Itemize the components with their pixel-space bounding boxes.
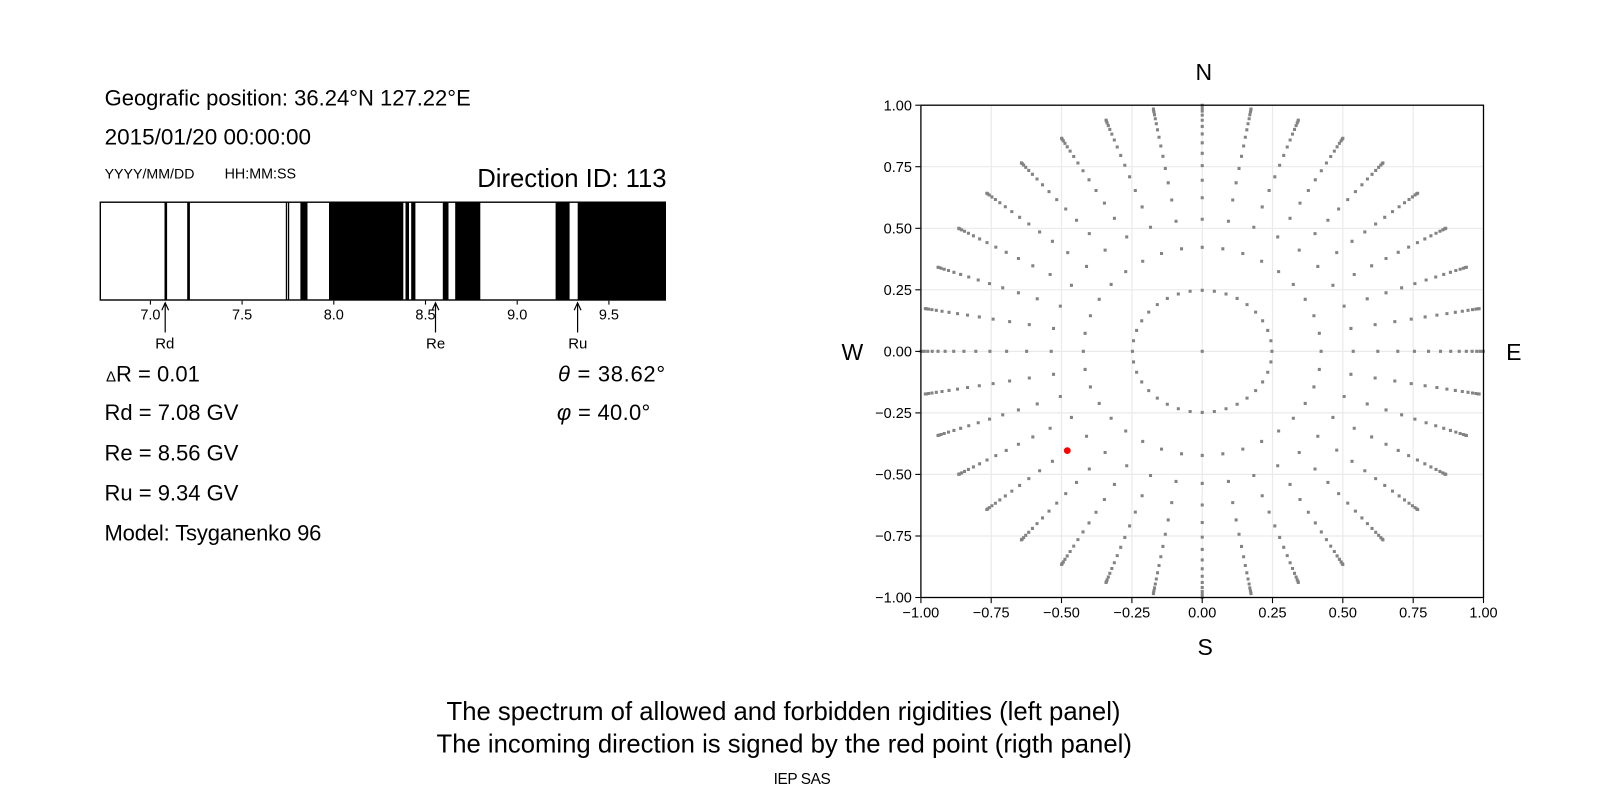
svg-text:ΔR = 0.01: ΔR = 0.01 (106, 362, 200, 387)
svg-text:2015/01/20 00:00:00: 2015/01/20 00:00:00 (105, 125, 311, 150)
svg-text:−0.25: −0.25 (875, 406, 912, 422)
svg-text:S: S (1198, 634, 1213, 660)
svg-text:0.50: 0.50 (1329, 606, 1357, 622)
svg-text:Direction ID: 113: Direction ID: 113 (477, 165, 666, 193)
svg-text:φ = 40.0°: φ = 40.0° (557, 400, 651, 425)
svg-text:0.25: 0.25 (1258, 606, 1286, 622)
svg-text:9.5: 9.5 (599, 307, 619, 323)
svg-text:Model: Tsyganenko 96: Model: Tsyganenko 96 (105, 521, 322, 546)
svg-text:W: W (842, 339, 864, 365)
svg-text:−0.75: −0.75 (875, 529, 912, 545)
svg-text:0.75: 0.75 (1399, 606, 1427, 622)
svg-text:Rd = 7.08 GV: Rd = 7.08 GV (105, 400, 239, 425)
svg-text:0.75: 0.75 (884, 160, 912, 176)
svg-text:0.50: 0.50 (884, 222, 912, 238)
svg-text:9.0: 9.0 (507, 307, 527, 323)
svg-text:YYYY/MM/DD: YYYY/MM/DD (105, 167, 195, 183)
svg-text:8.5: 8.5 (415, 307, 435, 323)
svg-text:−0.75: −0.75 (973, 606, 1010, 622)
svg-text:E: E (1506, 339, 1521, 365)
svg-text:−0.50: −0.50 (1043, 606, 1080, 622)
svg-text:1.00: 1.00 (884, 98, 912, 114)
svg-text:−0.50: −0.50 (875, 468, 912, 484)
svg-text:0.00: 0.00 (884, 345, 912, 361)
svg-text:IEP SAS: IEP SAS (774, 771, 831, 788)
svg-text:Ru = 9.34 GV: Ru = 9.34 GV (105, 481, 239, 506)
svg-text:8.0: 8.0 (324, 307, 344, 323)
svg-text:−1.00: −1.00 (903, 606, 940, 622)
svg-text:Rd: Rd (155, 335, 174, 352)
svg-text:0.00: 0.00 (1188, 606, 1216, 622)
svg-text:7.5: 7.5 (232, 307, 252, 323)
svg-text:The spectrum of allowed and fo: The spectrum of allowed and forbidden ri… (447, 698, 1121, 726)
svg-text:Geografic position: 36.24°N 12: Geografic position: 36.24°N 127.22°E (105, 85, 471, 110)
svg-text:Re = 8.56 GV: Re = 8.56 GV (105, 441, 239, 466)
svg-text:Re: Re (426, 335, 445, 352)
svg-text:Ru: Ru (568, 335, 587, 352)
svg-text:1.00: 1.00 (1469, 606, 1497, 622)
svg-text:The incoming direction is sign: The incoming direction is signed by the … (437, 730, 1132, 758)
svg-text:HH:MM:SS: HH:MM:SS (225, 167, 297, 183)
svg-text:θ = 38.62°: θ = 38.62° (558, 362, 666, 387)
svg-text:0.25: 0.25 (884, 283, 912, 299)
svg-text:7.0: 7.0 (140, 307, 160, 323)
svg-text:−0.25: −0.25 (1114, 606, 1151, 622)
svg-text:N: N (1195, 59, 1212, 85)
svg-text:−1.00: −1.00 (875, 591, 912, 607)
